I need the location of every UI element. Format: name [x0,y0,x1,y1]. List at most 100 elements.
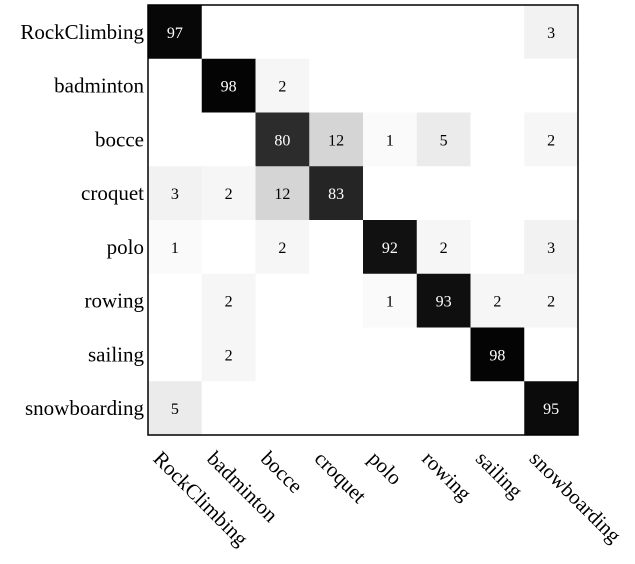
cell-polo-polo [363,220,418,275]
cell-rockclimbing-bocce [255,5,310,60]
cell-value-badminton-bocce: 2 [278,79,286,96]
column-label-sailing: sailing [471,446,528,503]
cell-croquet-sailing [470,166,525,221]
cell-bocce-sailing [470,112,525,167]
cell-value-snowboarding-rockclimbing: 5 [171,401,179,418]
cell-badminton-rowing [416,58,471,113]
cell-croquet-croquet [309,166,364,221]
cell-croquet-bocce [255,166,310,221]
cell-rowing-bocce [255,273,310,328]
cell-croquet-snowboarding [524,166,579,221]
cell-value-croquet-croquet: 83 [328,186,344,203]
cell-value-bocce-polo: 1 [386,132,394,149]
cell-rowing-sailing [470,273,525,328]
cell-rockclimbing-polo [363,5,418,60]
cell-value-labels: 97 398 280 12 1 5 23 2 12 831 2 92 2 32 1 93 2 22 985 95 [167,25,559,418]
cell-polo-croquet [309,220,364,275]
cell-snowboarding-rockclimbing [148,381,203,436]
cell-rockclimbing-sailing [470,5,525,60]
matrix-frame [147,4,579,436]
column-label-snowboarding: snowboarding [525,446,626,547]
cell-value-rowing-polo: 1 [386,294,394,311]
row-label-rowing: rowing [85,289,145,313]
cell-value-bocce-rowing: 5 [440,132,448,149]
row-label-rockclimbing: RockClimbing [20,20,144,44]
cell-bocce-snowboarding [524,112,579,167]
cell-rockclimbing-rockclimbing [148,5,203,60]
cell-bocce-croquet [309,112,364,167]
row-label-snowboarding: snowboarding [25,396,144,420]
cell-sailing-polo [363,327,418,382]
cell-snowboarding-badminton [201,381,256,436]
column-label-rowing: rowing [417,446,476,505]
cell-sailing-rowing [416,327,471,382]
row-label-bocce: bocce [95,127,144,151]
cell-bocce-bocce [255,112,310,167]
cell-rowing-rockclimbing [148,273,203,328]
cell-sailing-bocce [255,327,310,382]
cell-badminton-snowboarding [524,58,579,113]
column-label-polo: polo [364,446,407,489]
cell-polo-bocce [255,220,310,275]
cell-value-rockclimbing-rockclimbing: 97 [167,25,183,42]
cell-croquet-rowing [416,166,471,221]
cell-sailing-croquet [309,327,364,382]
row-label-croquet: croquet [81,181,144,205]
row-label-polo: polo [107,235,144,259]
cell-rockclimbing-croquet [309,5,364,60]
cell-sailing-badminton [201,327,256,382]
cell-value-sailing-sailing: 98 [489,347,505,364]
cell-bocce-rockclimbing [148,112,203,167]
cell-snowboarding-bocce [255,381,310,436]
cell-value-polo-rockclimbing: 1 [171,240,179,257]
column-label-croquet: croquet [310,446,372,508]
cell-sailing-sailing [470,327,525,382]
cell-badminton-bocce [255,58,310,113]
row-label-badminton: badminton [54,74,144,98]
cell-rowing-croquet [309,273,364,328]
cell-rowing-polo [363,273,418,328]
cell-snowboarding-rowing [416,381,471,436]
cell-value-rowing-rowing: 93 [436,294,452,311]
cell-badminton-rockclimbing [148,58,203,113]
cell-value-rowing-snowboarding: 2 [547,294,555,311]
cell-bocce-polo [363,112,418,167]
cell-bocce-rowing [416,112,471,167]
row-label-sailing: sailing [88,342,144,366]
cell-value-bocce-snowboarding: 2 [547,132,555,149]
cell-value-polo-rowing: 2 [440,240,448,257]
cell-sailing-snowboarding [524,327,579,382]
cell-snowboarding-snowboarding [524,381,579,436]
cell-value-polo-bocce: 2 [278,240,286,257]
cell-value-croquet-rockclimbing: 3 [171,186,179,203]
cell-value-croquet-bocce: 12 [274,186,290,203]
cell-rockclimbing-rowing [416,5,471,60]
cell-badminton-sailing [470,58,525,113]
cell-value-bocce-croquet: 12 [328,132,344,149]
cell-polo-snowboarding [524,220,579,275]
cell-croquet-polo [363,166,418,221]
cell-rowing-badminton [201,273,256,328]
cell-value-sailing-badminton: 2 [225,347,233,364]
cell-rowing-snowboarding [524,273,579,328]
cell-value-snowboarding-snowboarding: 95 [543,401,559,418]
cell-polo-rockclimbing [148,220,203,275]
cell-value-badminton-badminton: 98 [221,79,237,96]
cell-value-rowing-badminton: 2 [225,294,233,311]
cell-value-rockclimbing-snowboarding: 3 [547,25,555,42]
cell-badminton-badminton [201,58,256,113]
cell-croquet-badminton [201,166,256,221]
cell-sailing-rockclimbing [148,327,203,382]
cell-snowboarding-sailing [470,381,525,436]
cell-rockclimbing-snowboarding [524,5,579,60]
cell-value-polo-polo: 92 [382,240,398,257]
cell-value-croquet-badminton: 2 [225,186,233,203]
cell-value-polo-snowboarding: 3 [547,240,555,257]
cell-rowing-rowing [416,273,471,328]
matrix-cells [148,5,579,436]
cell-bocce-badminton [201,112,256,167]
cell-badminton-croquet [309,58,364,113]
cell-value-rowing-sailing: 2 [493,294,501,311]
